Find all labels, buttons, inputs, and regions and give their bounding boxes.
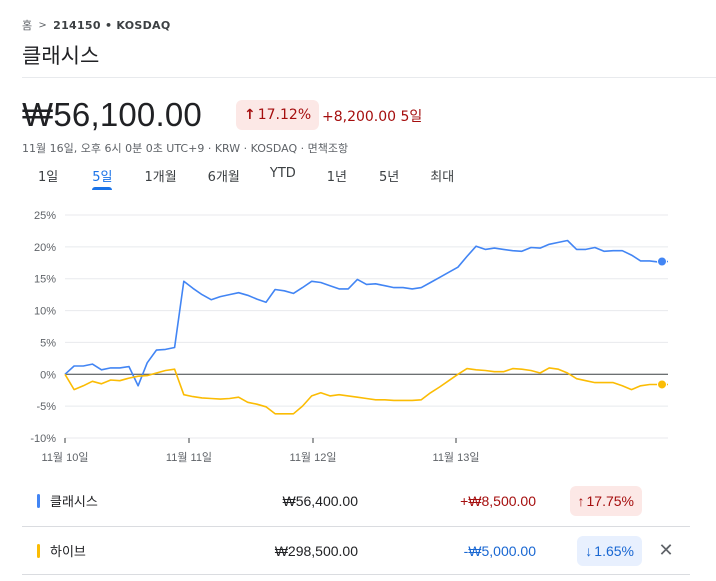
series-endpoint-1: [657, 256, 667, 267]
x-tick-label: 11월 13일: [433, 450, 480, 464]
comparison-row[interactable]: 하이브 ₩298,500.00 -₩5,000.00 ↓ 1.65% ✕: [22, 526, 690, 575]
comparison-percent-badge: ↑ 17.75%: [569, 485, 642, 516]
divider: [22, 77, 716, 78]
breadcrumb-ticker: 214150 • KOSDAQ: [53, 18, 171, 32]
tab-6m[interactable]: 6개월: [207, 170, 240, 185]
chevron-right-icon: >: [38, 19, 48, 31]
comparison-change: -₩5,000.00: [463, 542, 536, 559]
y-tick-label: 10%: [34, 306, 56, 318]
page-title: 클래시스: [22, 44, 100, 68]
price-meta: 11월 16일, 오후 6시 0분 0초 UTC+9 · KRW · KOSDA…: [22, 142, 349, 155]
comparison-price: ₩298,500.00: [274, 542, 358, 559]
range-tabs: 1일 5일 1개월 6개월 YTD 1년 5년 최대: [22, 166, 454, 190]
tab-5d[interactable]: 5일: [92, 166, 113, 190]
arrow-up-icon: ↑: [577, 492, 585, 509]
y-tick-label: 0%: [40, 369, 56, 381]
tab-ytd[interactable]: YTD: [269, 166, 296, 181]
change-amount: +8,200.00 5일: [322, 109, 423, 125]
series-line-2: [64, 367, 668, 415]
breadcrumb-home-link[interactable]: 홈: [22, 19, 33, 32]
x-tick-label: 11월 11일: [166, 450, 212, 464]
tab-1m[interactable]: 1개월: [144, 170, 177, 185]
x-tick-label: 11월 10일: [42, 450, 89, 464]
y-tick-label: 5%: [40, 337, 56, 349]
y-tick-label: -10%: [30, 433, 56, 445]
current-price: ₩56,100.00: [22, 96, 202, 133]
y-tick-label: 20%: [34, 242, 56, 254]
breadcrumb: 홈 > 214150 • KOSDAQ: [22, 17, 171, 33]
y-tick-label: 15%: [34, 274, 56, 286]
price-chart[interactable]: 25% 20% 15% 10% 5% 0% -5% -10% 11월 10일 11월 11일 11월…: [0, 200, 716, 470]
y-tick-label: -5%: [36, 401, 56, 413]
legend-marker: [37, 493, 40, 508]
comparison-percent: 1.65%: [594, 542, 634, 559]
x-tick-label: 11월 12일: [290, 450, 337, 464]
comparison-name: 하이브: [50, 545, 86, 560]
comparison-percent: 17.75%: [586, 492, 634, 509]
close-icon[interactable]: ✕: [658, 540, 674, 561]
change-percent-badge: ↑ 17.12%: [236, 100, 320, 130]
tab-1y[interactable]: 1년: [326, 170, 348, 185]
comparison-price: ₩56,400.00: [282, 492, 359, 509]
tab-5y[interactable]: 5년: [379, 170, 400, 185]
comparison-row[interactable]: 클래시스 ₩56,400.00 +₩8,500.00 ↑ 17.75%: [22, 476, 690, 525]
legend-marker: [37, 543, 40, 558]
comparison-change: +₩8,500.00: [460, 492, 536, 509]
arrow-up-icon: ↑: [244, 107, 256, 123]
arrow-down-icon: ↓: [585, 542, 593, 559]
series-endpoint-2: [657, 379, 667, 390]
comparison-percent-badge: ↓ 1.65%: [577, 535, 642, 566]
comparison-name: 클래시스: [50, 495, 98, 510]
tab-max[interactable]: 최대: [430, 170, 455, 185]
y-tick-label: 25%: [34, 210, 56, 222]
change-percent: 17.12%: [257, 107, 312, 123]
tab-1d[interactable]: 1일: [38, 170, 59, 185]
series-line-1: [64, 239, 669, 387]
